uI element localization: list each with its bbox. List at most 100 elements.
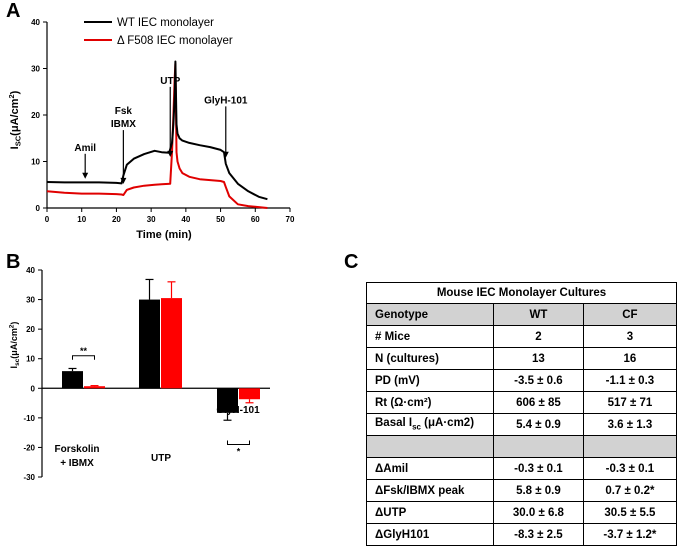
cell-cf: -0.3 ± 0.1 <box>582 457 678 480</box>
b-y-tick-label: -10 <box>23 414 35 423</box>
cell-wt: 5.8 ± 0.9 <box>493 479 584 502</box>
a-axes: 0 10 20 30 40 0 10 20 30 40 50 60 70 <box>31 18 295 224</box>
results-table: Mouse IEC Monolayer Cultures Genotype WT… <box>366 282 678 546</box>
category-label: Forskolin <box>54 444 99 455</box>
annotation-arrowhead <box>167 150 174 157</box>
annotation-ibmx: IBMX <box>111 119 136 130</box>
table-row: ΔAmil -0.3 ± 0.1 -0.3 ± 0.1 <box>366 457 678 480</box>
significance-marker: * <box>237 446 241 456</box>
a-x-tick-label: 70 <box>286 215 295 224</box>
table-row: Rt (Ω·cm²) 606 ± 85 517 ± 71 <box>366 391 678 414</box>
bar-cf-2 <box>239 388 260 400</box>
table-title: Mouse IEC Monolayer Cultures <box>366 282 677 304</box>
cell-cf: 30.5 ± 5.5 <box>582 501 678 524</box>
category-label: + IBMX <box>60 458 94 469</box>
header-cf: CF <box>582 303 678 326</box>
legend-label-wt: WT IEC monolayer <box>117 17 214 29</box>
b-y-tick-label: -20 <box>23 443 35 452</box>
b-y-tick-label: 10 <box>26 355 35 364</box>
a-xlabel: Time (min) <box>136 229 192 241</box>
cell-cf: 517 ± 71 <box>582 391 678 414</box>
a-x-tick-label: 10 <box>77 215 86 224</box>
a-x-tick-label: 50 <box>216 215 225 224</box>
cf-trace-line <box>46 62 268 209</box>
a-x-tick-label: 30 <box>147 215 156 224</box>
cell-cf: 0.7 ± 0.2* <box>582 479 678 502</box>
a-x-tick-label: 20 <box>112 215 121 224</box>
b-y-tick-label: 30 <box>26 296 35 305</box>
a-x-tick-label: 40 <box>181 215 190 224</box>
cell-cf: 16 <box>582 347 678 370</box>
significance-marker: ** <box>80 346 88 356</box>
annotation-utp: UTP <box>160 76 180 87</box>
table-row: N (cultures) 13 16 <box>366 347 678 370</box>
bar-cf-0 <box>84 386 105 389</box>
category-label: GlyH-101 <box>216 405 260 416</box>
cell-wt: 5.4 ± 0.9 <box>493 413 584 436</box>
table-row: # Mice 2 3 <box>366 325 678 348</box>
header-genotype: Genotype <box>366 303 494 326</box>
b-y-tick-label: 40 <box>26 266 35 275</box>
bar-wt-2 <box>217 388 238 413</box>
cell-wt: 30.0 ± 6.8 <box>493 501 584 524</box>
table-row: ΔUTP 30.0 ± 6.8 30.5 ± 5.5 <box>366 501 678 524</box>
cell-cf: 3.6 ± 1.3 <box>582 413 678 436</box>
b-y-tick-label: -30 <box>23 473 35 482</box>
row-label: ΔGlyH101 <box>366 523 494 546</box>
significance-bracket <box>72 355 95 360</box>
row-label: N (cultures) <box>366 347 494 370</box>
b-y-tick-label: 20 <box>26 325 35 334</box>
panel-label-a: A <box>6 0 21 22</box>
annotation-amil: Amil <box>74 143 96 154</box>
row-label: ΔFsk/IBMX peak <box>366 479 494 502</box>
a-y-tick-label: 30 <box>31 65 40 74</box>
line-chart-a: 0 10 20 30 40 0 10 20 30 40 50 60 70 ISC(μA/cm2) Tim… <box>7 17 295 241</box>
table-row: ΔFsk/IBMX peak 5.8 ± 0.9 0.7 ± 0.2* <box>366 479 678 502</box>
significance-bracket <box>227 440 250 445</box>
a-y-tick-label: 0 <box>36 204 41 213</box>
cell-cf: -1.1 ± 0.3 <box>582 369 678 392</box>
wt-trace-line <box>46 60 268 201</box>
table-separator-row <box>366 435 678 458</box>
annotation-arrowhead <box>120 177 127 184</box>
cell-cf: 3 <box>582 325 678 348</box>
row-label: ΔAmil <box>366 457 494 480</box>
a-x-tick-label: 0 <box>45 215 50 224</box>
table-row: ΔGlyH101 -8.3 ± 2.5 -3.7 ± 1.2* <box>366 523 678 546</box>
header-wt: WT <box>493 303 584 326</box>
legend-label-cf: Δ F508 IEC monolayer <box>117 35 233 47</box>
a-y-tick-label: 40 <box>31 18 40 27</box>
bar-wt-1 <box>139 299 160 389</box>
panel-label-c: C <box>344 251 359 273</box>
annotation-arrowhead <box>222 151 229 158</box>
a-x-tick-label: 60 <box>251 215 260 224</box>
b-ylabel: Isc(μA/cm2) <box>9 322 22 369</box>
cell-wt: 13 <box>493 347 584 370</box>
a-y-tick-label: 10 <box>31 158 40 167</box>
b-y-tick-label: 0 <box>31 384 36 393</box>
row-label: Basal Isc (μA·cm2) <box>366 413 494 436</box>
bar-wt-0 <box>62 371 83 389</box>
a-legend: WT IEC monolayer Δ F508 IEC monolayer <box>84 17 233 47</box>
cell-wt: -8.3 ± 2.5 <box>493 523 584 546</box>
table-header-row: Genotype WT CF <box>366 303 678 326</box>
row-label: ΔUTP <box>366 501 494 524</box>
cell-wt: -3.5 ± 0.6 <box>493 369 584 392</box>
annotation-arrowhead <box>82 172 89 179</box>
cell-cf: -3.7 ± 1.2* <box>582 523 678 546</box>
bar-chart-b: -30 -20 -10 0 10 20 30 40 Isc(μA/cm2) Forskolin… <box>9 266 270 482</box>
a-ylabel: ISC(μA/cm2) <box>7 90 23 149</box>
row-label: PD (mV) <box>366 369 494 392</box>
bar-cf-1 <box>161 298 182 389</box>
annotation-glyh-101: GlyH-101 <box>204 95 248 106</box>
a-y-tick-label: 20 <box>31 111 40 120</box>
cell-wt: 606 ± 85 <box>493 391 584 414</box>
panel-label-b: B <box>6 251 21 273</box>
cell-wt: 2 <box>493 325 584 348</box>
category-label: UTP <box>151 453 171 464</box>
row-label: # Mice <box>366 325 494 348</box>
row-label: Rt (Ω·cm²) <box>366 391 494 414</box>
table-row: Basal Isc (μA·cm2) 5.4 ± 0.9 3.6 ± 1.3 <box>366 413 678 436</box>
cell-wt: -0.3 ± 0.1 <box>493 457 584 480</box>
annotation-fsk: Fsk <box>115 106 133 117</box>
